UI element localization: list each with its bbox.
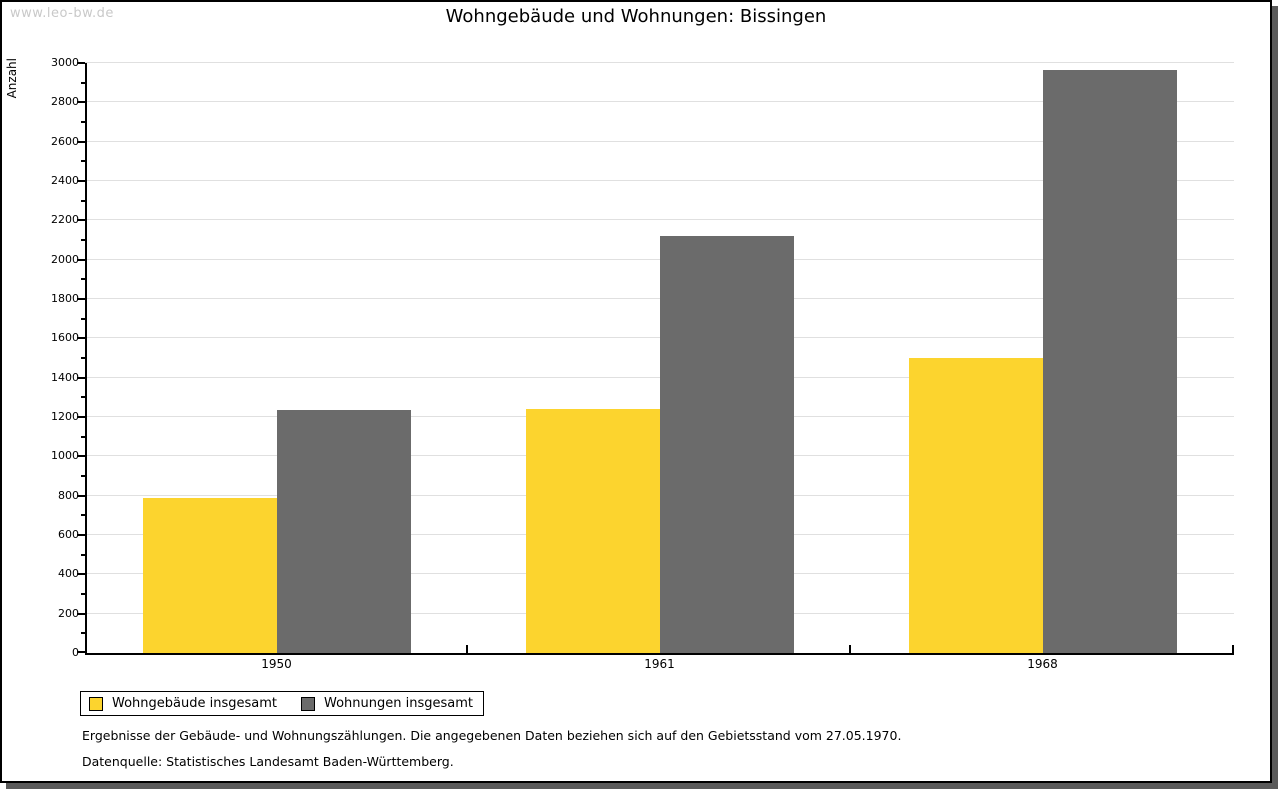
x-axis-tick bbox=[1232, 645, 1234, 653]
y-major-tick bbox=[77, 298, 85, 300]
legend-swatch-wohngebaeude bbox=[89, 696, 103, 711]
y-minor-tick bbox=[81, 593, 85, 595]
y-tick-label: 2200 bbox=[51, 213, 79, 227]
x-axis-line bbox=[85, 653, 1234, 655]
y-major-tick bbox=[77, 651, 85, 653]
y-minor-tick bbox=[81, 160, 85, 163]
y-major-tick bbox=[77, 494, 85, 497]
y-tick-label: 0 bbox=[72, 646, 79, 659]
y-major-tick bbox=[77, 455, 85, 458]
legend-item: Wohnungen insgesamt bbox=[301, 696, 473, 711]
y-tick-label: 800 bbox=[58, 488, 79, 502]
y-minor-tick bbox=[81, 396, 85, 399]
bar-wohnungen-1968 bbox=[1042, 69, 1177, 653]
plot-area: 0 200 400 600 800 1000 1200 1400 1600 1800 2000 220… bbox=[51, 56, 1234, 671]
y-tick-label: 2800 bbox=[51, 95, 79, 109]
gridline bbox=[85, 140, 1234, 142]
y-major-tick bbox=[77, 612, 85, 615]
y-minor-tick bbox=[81, 239, 85, 241]
gridline bbox=[85, 62, 1234, 63]
page-title: Wohngebäude und Wohnungen: Bissingen bbox=[445, 6, 827, 27]
y-major-tick bbox=[77, 573, 85, 576]
y-minor-tick bbox=[81, 435, 85, 438]
y-major-tick bbox=[77, 337, 85, 340]
y-tick-label: 1600 bbox=[51, 331, 79, 345]
y-major-tick bbox=[77, 140, 85, 143]
y-minor-tick bbox=[81, 121, 85, 123]
legend-label: Wohnungen insgesamt bbox=[324, 696, 473, 711]
bar-wohnungen-1961 bbox=[659, 236, 794, 653]
y-tick-label: 2000 bbox=[51, 252, 79, 266]
gridline bbox=[85, 219, 1234, 221]
y-tick-label: 1400 bbox=[51, 370, 79, 384]
x-axis-label: 1968 bbox=[1027, 657, 1058, 671]
bar-wohngebaeude-1961 bbox=[525, 409, 660, 653]
y-major-tick bbox=[77, 534, 85, 536]
x-axis-label: 1961 bbox=[644, 657, 675, 671]
y-minor-tick bbox=[81, 514, 85, 517]
y-minor-tick bbox=[81, 553, 85, 556]
y-major-tick bbox=[77, 416, 85, 418]
y-minor-tick bbox=[81, 475, 85, 477]
gridline bbox=[85, 180, 1234, 181]
x-axis-tick bbox=[849, 645, 851, 653]
y-minor-tick bbox=[81, 357, 85, 359]
y-tick-label: 1000 bbox=[51, 449, 79, 463]
y-minor-tick bbox=[81, 278, 85, 281]
y-tick-label: 3000 bbox=[51, 56, 79, 69]
y-axis-title: Anzahl bbox=[5, 58, 19, 99]
y-major-tick bbox=[77, 180, 85, 182]
bar-wohnungen-1950 bbox=[276, 410, 411, 653]
y-tick-label: 400 bbox=[58, 567, 79, 581]
footnote-gebietsstand: Ergebnisse der Gebäude- und Wohnungszähl… bbox=[82, 728, 902, 743]
legend-item: Wohngebäude insgesamt bbox=[89, 696, 277, 711]
y-minor-tick bbox=[81, 199, 85, 202]
watermark: www.leo-bw.de bbox=[10, 6, 114, 21]
y-major-tick bbox=[77, 219, 85, 222]
y-axis-line bbox=[85, 63, 87, 655]
y-major-tick bbox=[77, 62, 85, 64]
y-tick-label: 2400 bbox=[51, 174, 79, 187]
y-tick-label: 1200 bbox=[51, 410, 79, 423]
y-tick-label: 1800 bbox=[51, 292, 79, 305]
bar-wohngebaeude-1968 bbox=[908, 358, 1043, 653]
x-axis-label: 1950 bbox=[261, 657, 292, 671]
legend-swatch-wohnungen bbox=[301, 696, 315, 711]
bar-wohngebaeude-1950 bbox=[142, 497, 277, 653]
y-minor-tick bbox=[81, 317, 85, 320]
legend-label: Wohngebäude insgesamt bbox=[112, 696, 277, 711]
legend: Wohngebäude insgesamt Wohnungen insgesamt bbox=[80, 691, 484, 716]
y-minor-tick bbox=[81, 81, 85, 84]
footnote-datenquelle: Datenquelle: Statistisches Landesamt Bad… bbox=[82, 754, 454, 769]
y-minor-tick bbox=[81, 632, 85, 635]
y-tick-label: 200 bbox=[58, 606, 79, 620]
y-tick-label: 2600 bbox=[51, 134, 79, 148]
y-major-tick bbox=[77, 101, 85, 104]
x-axis-tick bbox=[466, 645, 468, 653]
gridline bbox=[85, 101, 1234, 103]
y-major-tick bbox=[77, 376, 85, 379]
y-major-tick bbox=[77, 258, 85, 261]
y-tick-label: 600 bbox=[58, 528, 79, 541]
